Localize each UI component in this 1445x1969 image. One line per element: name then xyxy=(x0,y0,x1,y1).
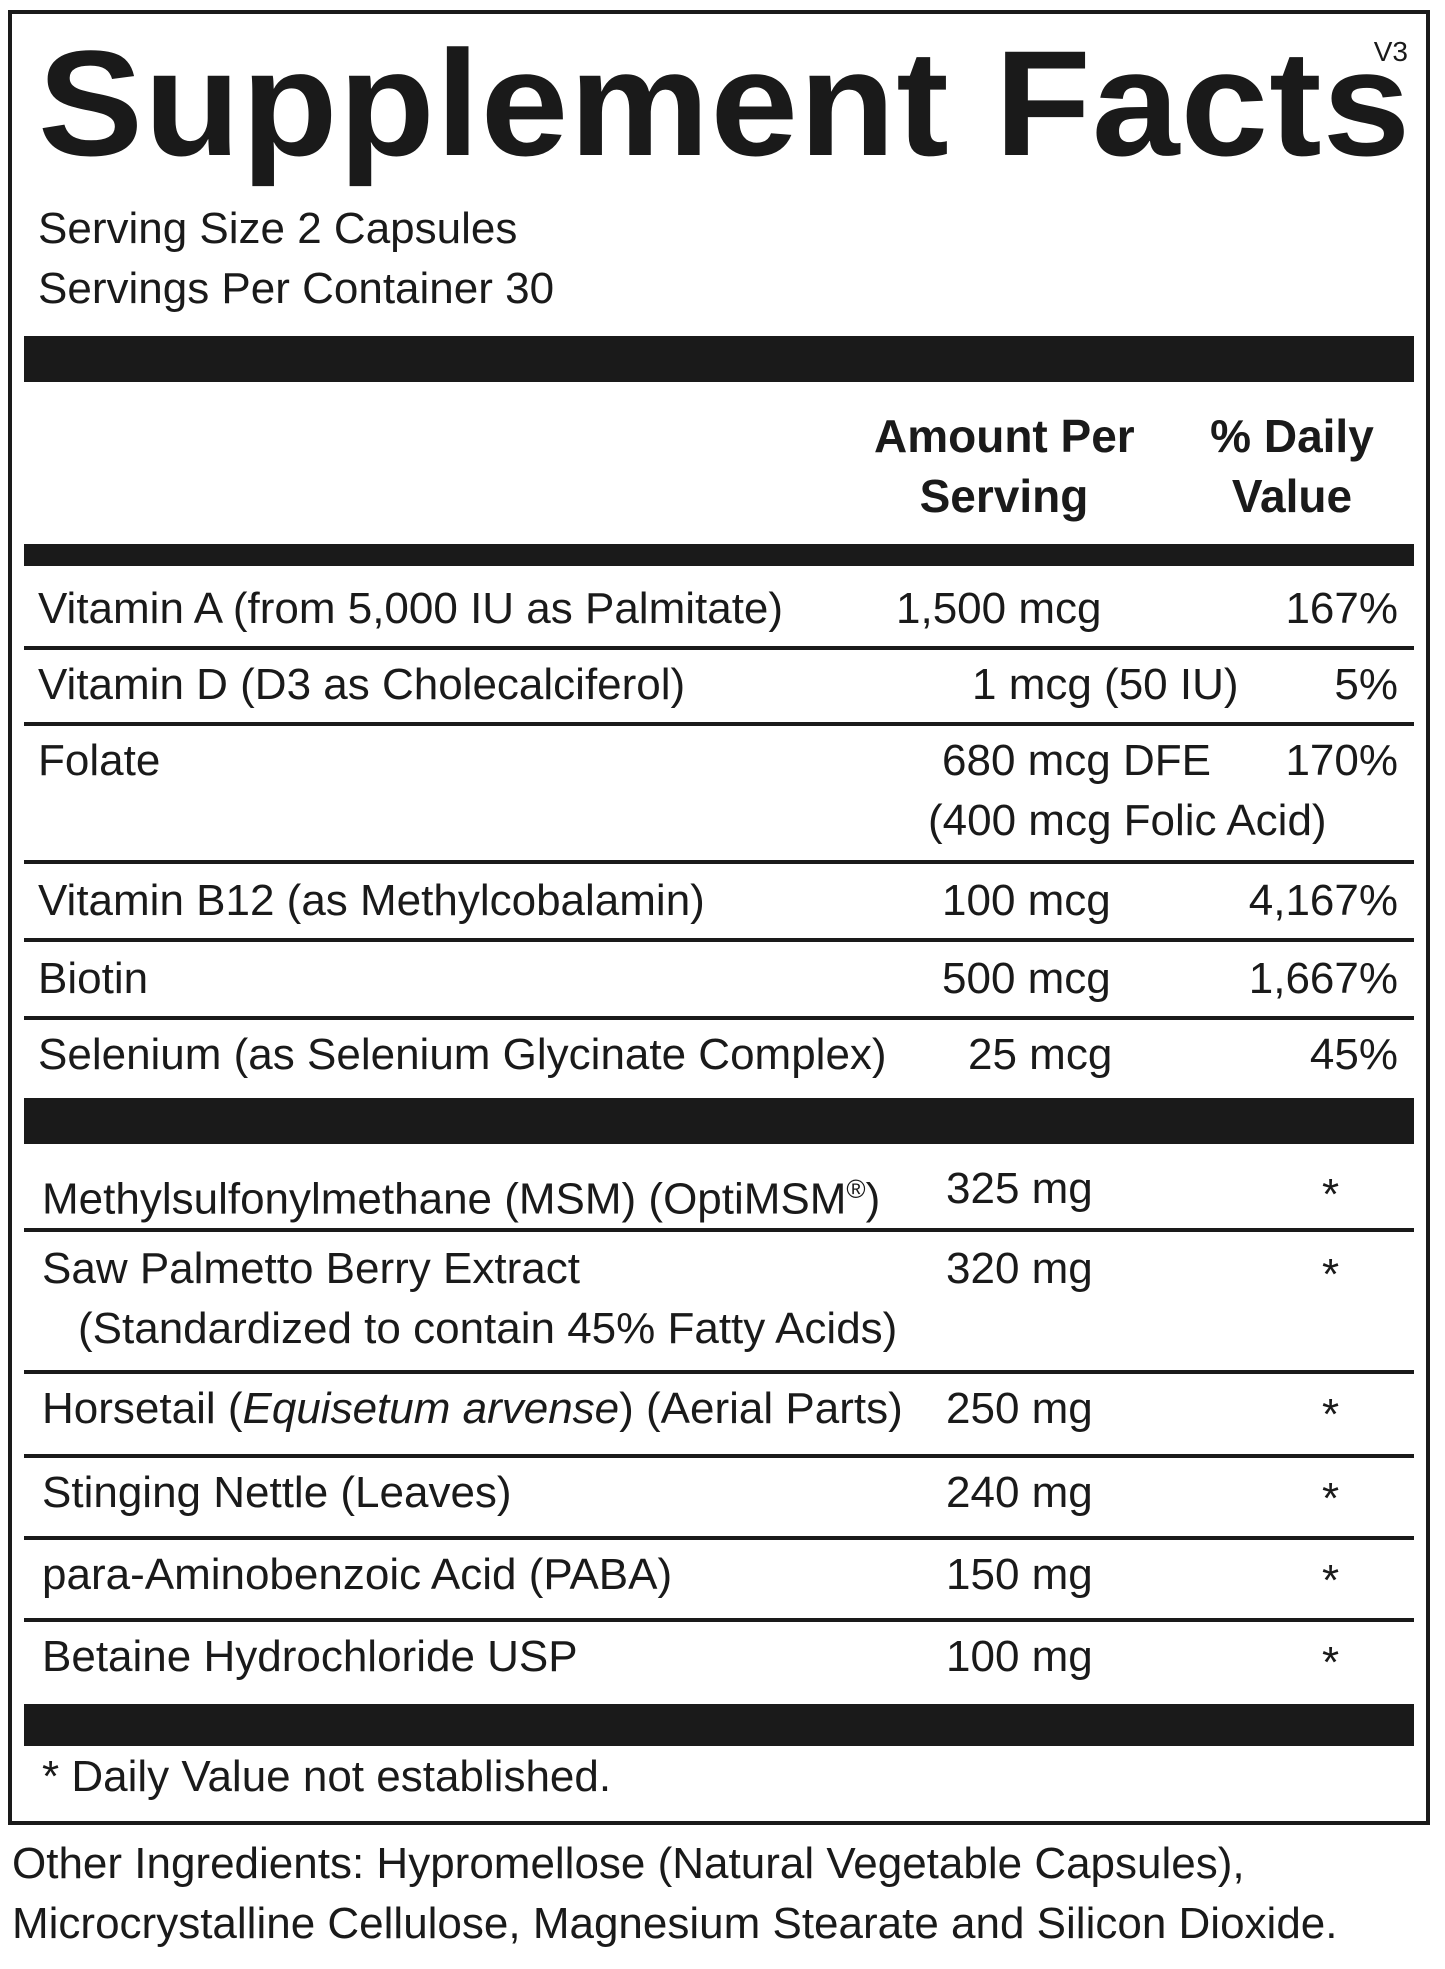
nutrient-name: Vitamin B12 (as Methylcobalamin) xyxy=(38,876,705,925)
nutrient-name: Vitamin D (D3 as Cholecalciferol) xyxy=(38,660,686,709)
row-divider xyxy=(24,1370,1414,1374)
servings-per-container: Servings Per Container 30 xyxy=(38,264,555,313)
ingredient-daily-value: * xyxy=(1322,1170,1340,1219)
ingredient-daily-value: * xyxy=(1322,1390,1340,1439)
nutrient-name: Vitamin A (from 5,000 IU as Palmitate) xyxy=(38,584,784,633)
ingredient-amount: 250 mg xyxy=(946,1384,1093,1433)
thick-divider xyxy=(24,1704,1414,1746)
thick-divider xyxy=(24,1098,1414,1144)
nutrient-amount: 1,500 mcg xyxy=(896,584,1102,633)
ingredient-daily-value: * xyxy=(1322,1250,1340,1299)
nutrient-name: Folate xyxy=(38,736,161,785)
ingredient-name: Methylsulfonylmethane (MSM) (OptiMSM®) xyxy=(42,1174,881,1224)
header-daily-value: % Daily Value xyxy=(1210,410,1374,522)
ingredient-daily-value: * xyxy=(1322,1556,1340,1605)
ingredient-name: Betaine Hydrochloride USP xyxy=(42,1632,578,1681)
thick-divider xyxy=(24,336,1414,382)
ingredient-amount: 100 mg xyxy=(946,1632,1093,1681)
nutrient-amount: 25 mcg xyxy=(968,1030,1113,1079)
ingredient-daily-value: * xyxy=(1322,1638,1340,1687)
ingredient-amount: 150 mg xyxy=(946,1550,1093,1599)
ingredient-name: Horsetail (Equisetum arvense) (Aerial Pa… xyxy=(42,1384,903,1433)
ingredient-name: Stinging Nettle (Leaves) xyxy=(42,1468,512,1517)
nutrient-daily-value: 167% xyxy=(1285,584,1398,633)
ingredient-name: Saw Palmetto Berry Extract xyxy=(42,1244,580,1293)
nutrient-name: Selenium (as Selenium Glycinate Complex) xyxy=(38,1030,887,1079)
nutrient-amount: 100 mcg xyxy=(942,876,1111,925)
nutrient-daily-value: 5% xyxy=(1334,660,1398,709)
row-divider xyxy=(24,1016,1414,1020)
nutrient-amount: 1 mcg (50 IU) xyxy=(972,660,1239,709)
nutrient-amount-detail: (400 mcg Folic Acid) xyxy=(928,796,1327,845)
ingredient-amount: 320 mg xyxy=(946,1244,1093,1293)
ingredient-name-detail: (Standardized to contain 45% Fatty Acids… xyxy=(78,1304,898,1353)
ingredient-amount: 240 mg xyxy=(946,1468,1093,1517)
nutrient-amount: 680 mcg DFE xyxy=(942,736,1211,785)
version-mark: V3 xyxy=(1373,36,1408,67)
row-divider xyxy=(24,1618,1414,1622)
other-ingredients: Other Ingredients: Hypromellose (Natural… xyxy=(12,1839,1338,1948)
row-divider xyxy=(24,938,1414,942)
serving-size: Serving Size 2 Capsules xyxy=(38,204,518,253)
row-divider xyxy=(24,1536,1414,1540)
nutrient-daily-value: 45% xyxy=(1309,1030,1398,1079)
row-divider xyxy=(24,646,1414,650)
row-divider xyxy=(24,1454,1414,1458)
footnote: * Daily Value not established. xyxy=(42,1752,612,1801)
nutrient-daily-value: 170% xyxy=(1285,736,1398,785)
row-divider xyxy=(24,860,1414,864)
header-amount-per-serving: Amount Per Serving xyxy=(874,410,1135,522)
nutrient-name: Biotin xyxy=(38,954,149,1003)
nutrient-daily-value: 1,667% xyxy=(1248,954,1398,1003)
ingredient-amount: 325 mg xyxy=(946,1164,1093,1213)
ingredient-name: para-Aminobenzoic Acid (PABA) xyxy=(42,1550,673,1599)
nutrient-daily-value: 4,167% xyxy=(1248,876,1398,925)
nutrient-amount: 500 mcg xyxy=(942,954,1111,1003)
supplement-facts-panel: Supplement Facts V3 Serving Size 2 Capsu… xyxy=(8,10,1430,1825)
label-title: Supplement Facts xyxy=(38,19,1412,187)
medium-divider xyxy=(24,544,1414,566)
row-divider xyxy=(24,1228,1414,1232)
ingredient-daily-value: * xyxy=(1322,1474,1340,1523)
row-divider xyxy=(24,722,1414,726)
